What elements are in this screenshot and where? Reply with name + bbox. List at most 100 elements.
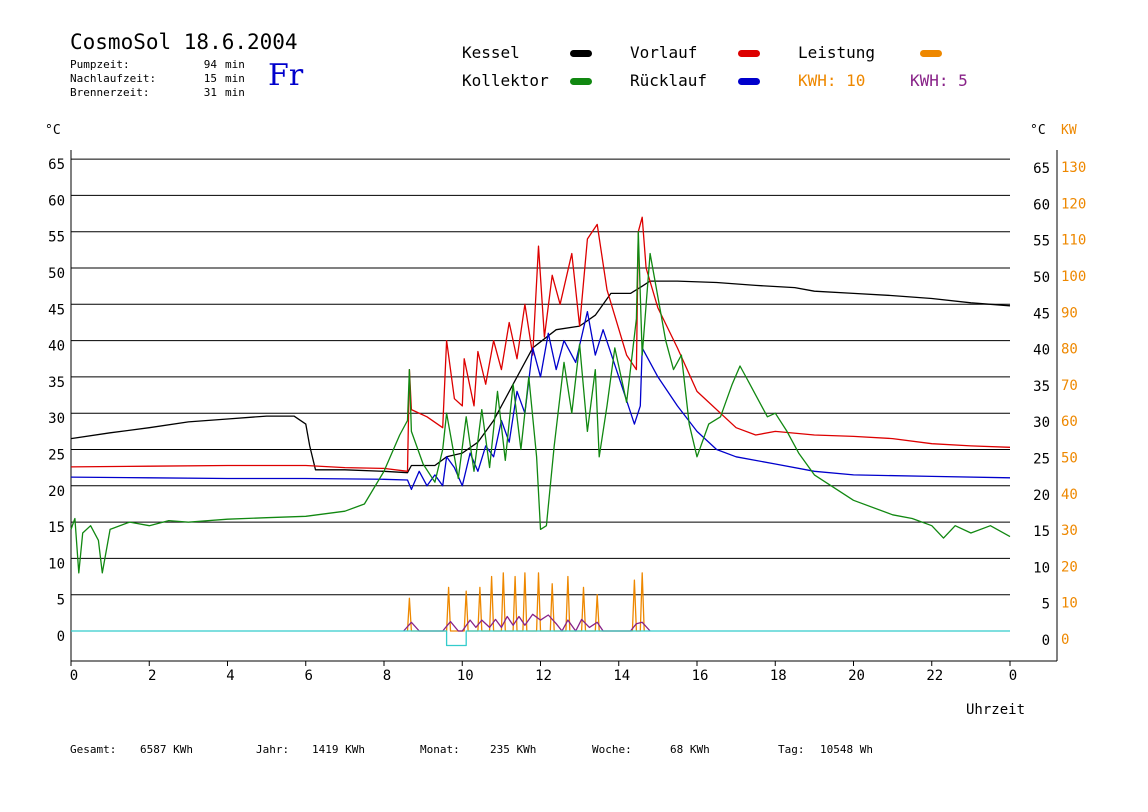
info-pumpzeit-label: Pumpzeit: bbox=[70, 58, 130, 71]
legend-kessel-label: Kessel bbox=[462, 43, 520, 62]
y-right-tick-label: 65 bbox=[1033, 161, 1050, 177]
info-pumpzeit-value: 94 bbox=[203, 58, 217, 71]
info-pumpzeit-unit: min bbox=[225, 58, 245, 71]
y-left-tick-label: 60 bbox=[48, 193, 65, 209]
x-tick-label: 22 bbox=[926, 668, 943, 684]
series-line-kwh-10 bbox=[403, 613, 651, 632]
x-tick-label: 18 bbox=[770, 668, 787, 684]
legend-ruecklauf-label: Rücklauf bbox=[630, 71, 708, 90]
y-left-tick-label: 45 bbox=[48, 302, 65, 318]
x-tick-label: 6 bbox=[305, 668, 313, 684]
y-right-tick-label: 25 bbox=[1033, 452, 1050, 468]
y-kw-tick-label: 130 bbox=[1061, 160, 1086, 176]
legend-kessel-swatch bbox=[570, 50, 592, 57]
y-right-tick-label: 20 bbox=[1033, 488, 1050, 504]
series-line-kessel bbox=[70, 280, 1011, 474]
footer-tag-label: Tag: bbox=[778, 743, 805, 756]
y-right-tick-label: 5 bbox=[1042, 597, 1050, 613]
info-pumpzeit: Pumpzeit: 94 min bbox=[70, 58, 245, 71]
y-right-tick-label: 35 bbox=[1033, 379, 1050, 395]
y-right-tick-label: 30 bbox=[1033, 415, 1050, 431]
y-right-tick-label: 50 bbox=[1033, 270, 1050, 286]
footer-monat-label: Monat: bbox=[420, 743, 460, 756]
y-kw-tick-label: 100 bbox=[1061, 269, 1086, 285]
y-kw-tick-label: 30 bbox=[1061, 523, 1078, 539]
y-kw-tick-label: 50 bbox=[1061, 451, 1078, 467]
info-nachlaufzeit-value: 15 bbox=[203, 72, 217, 85]
y-right-tick-label: 40 bbox=[1033, 343, 1050, 359]
y-kw-tick-label: 90 bbox=[1061, 305, 1078, 321]
legend-kollektor-swatch bbox=[570, 78, 592, 85]
y-left-tick-label: 55 bbox=[48, 230, 65, 246]
series-line-kollektor bbox=[70, 231, 1011, 574]
y-left-tick-label: 30 bbox=[48, 411, 65, 427]
footer-woche-value: 68 KWh bbox=[670, 743, 710, 756]
series-line-r-cklauf bbox=[70, 310, 1011, 491]
y-right-tick-label: 60 bbox=[1033, 197, 1050, 213]
legend-vorlauf-swatch bbox=[738, 50, 760, 57]
y-right-tick-label: 55 bbox=[1033, 234, 1050, 250]
footer-jahr-value: 1419 KWh bbox=[312, 743, 365, 756]
info-brennerzeit-unit: min bbox=[225, 86, 245, 99]
y-kw-tick-label: 0 bbox=[1061, 632, 1069, 648]
y-left-tick-label: 25 bbox=[48, 448, 65, 464]
x-tick-label: 8 bbox=[383, 668, 391, 684]
footer-gesamt-label: Gesamt: bbox=[70, 743, 117, 756]
y-kw-tick-label: 10 bbox=[1061, 596, 1078, 612]
y-left-tick-label: 15 bbox=[48, 520, 65, 536]
footer-woche-label: Woche: bbox=[592, 743, 632, 756]
x-tick-label: 0 bbox=[70, 668, 78, 684]
footer-jahr-label: Jahr: bbox=[256, 743, 290, 756]
x-tick-label: 0 bbox=[1009, 668, 1017, 684]
footer-tag-value: 10548 Wh bbox=[820, 743, 873, 756]
axes bbox=[70, 150, 1058, 666]
y-right-tick-label: 15 bbox=[1033, 524, 1050, 540]
info-brennerzeit-value: 31 bbox=[203, 86, 217, 99]
y-kw-tick-label: 60 bbox=[1061, 414, 1078, 430]
info-brennerzeit: Brennerzeit: 31 min bbox=[70, 86, 245, 99]
series-line-leistung bbox=[406, 572, 645, 632]
legend-kwh-orange: KWH: 10 bbox=[798, 71, 866, 90]
y-kw-tick-label: 80 bbox=[1061, 342, 1078, 358]
x-tick-label: 4 bbox=[226, 668, 234, 684]
y-left-tick-label: 50 bbox=[48, 266, 65, 282]
y-left-tick-label: 0 bbox=[57, 629, 65, 645]
legend-ruecklauf-swatch bbox=[738, 78, 760, 85]
y-kw-tick-label: 40 bbox=[1061, 487, 1078, 503]
weekday-label: Fr bbox=[268, 58, 304, 93]
y-right-tick-label: 0 bbox=[1042, 633, 1050, 649]
info-nachlaufzeit-label: Nachlaufzeit: bbox=[70, 72, 157, 85]
y-right-tick-label: 10 bbox=[1033, 560, 1050, 576]
series-line-vorlauf bbox=[70, 216, 1011, 472]
page-title: CosmoSol 18.6.2004 bbox=[70, 30, 298, 54]
y-left-axis-title: °C bbox=[45, 123, 61, 138]
legend-leistung-label: Leistung bbox=[798, 43, 876, 62]
footer-monat-value: 235 KWh bbox=[490, 743, 537, 756]
legend-kollektor-label: Kollektor bbox=[462, 71, 549, 90]
y-right-axis-title: °C bbox=[1030, 123, 1046, 138]
y-left-tick-label: 65 bbox=[48, 157, 65, 173]
x-tick-label: 10 bbox=[457, 668, 474, 684]
x-tick-label: 12 bbox=[535, 668, 552, 684]
x-tick-label: 14 bbox=[613, 668, 630, 684]
y-kw-axis-title: KW bbox=[1061, 123, 1077, 138]
series-line-pumpe bbox=[71, 630, 1010, 647]
y-right-tick-label: 45 bbox=[1033, 306, 1050, 322]
footer-gesamt-value: 6587 KWh bbox=[140, 743, 193, 756]
y-left-tick-label: 40 bbox=[48, 339, 65, 355]
y-kw-tick-label: 70 bbox=[1061, 378, 1078, 394]
legend-vorlauf-label: Vorlauf bbox=[630, 43, 698, 62]
y-left-tick-label: 35 bbox=[48, 375, 65, 391]
info-nachlaufzeit: Nachlaufzeit: 15 min bbox=[70, 72, 245, 85]
y-kw-tick-label: 110 bbox=[1061, 233, 1086, 249]
x-tick-label: 16 bbox=[692, 668, 709, 684]
x-axis-title: Uhrzeit bbox=[966, 702, 1025, 718]
y-kw-tick-label: 20 bbox=[1061, 559, 1078, 575]
y-left-tick-label: 20 bbox=[48, 484, 65, 500]
y-kw-tick-label: 120 bbox=[1061, 196, 1086, 212]
x-tick-label: 20 bbox=[848, 668, 865, 684]
info-brennerzeit-label: Brennerzeit: bbox=[70, 86, 150, 99]
info-nachlaufzeit-unit: min bbox=[225, 72, 245, 85]
